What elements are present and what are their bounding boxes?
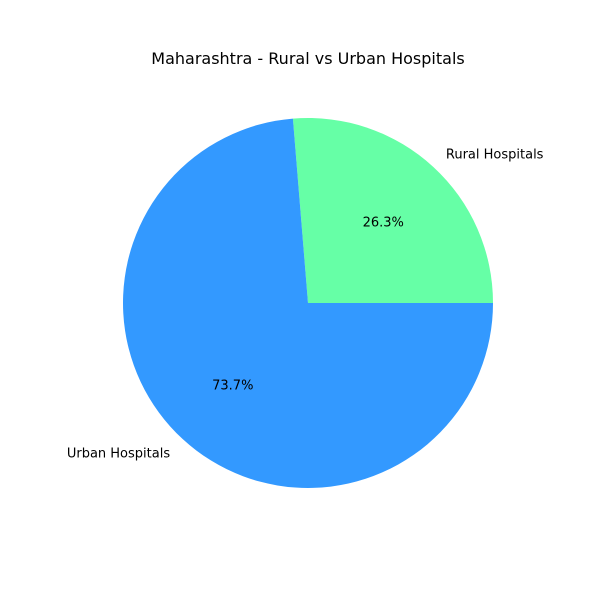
pie-slice-rural-hospitals — [292, 117, 493, 304]
slice-label-urban-hospitals: Urban Hospitals — [67, 447, 170, 462]
slices-group — [123, 117, 494, 488]
labels-group: 26.3% Rural Hospitals 73.7% Urban Hospitals — [67, 147, 544, 461]
chart-title: Maharashtra - Rural vs Urban Hospitals — [151, 49, 464, 68]
pie-slice-urban-hospitals — [123, 118, 494, 488]
pct-label-rural-hospitals: 26.3% — [363, 215, 404, 230]
pct-label-urban-hospitals: 73.7% — [212, 379, 253, 394]
slice-label-rural-hospitals: Rural Hospitals — [446, 147, 544, 162]
